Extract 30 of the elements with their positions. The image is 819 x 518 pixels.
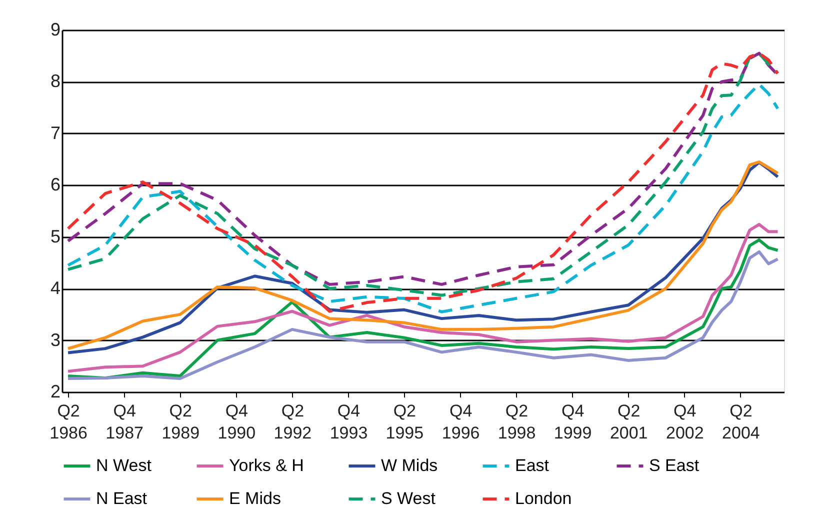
y-tick-label: 4 bbox=[50, 278, 60, 298]
y-tick-label: 2 bbox=[50, 382, 60, 402]
legend-label: N East bbox=[96, 489, 148, 508]
legend-label: East bbox=[515, 456, 550, 475]
y-tick-label: 5 bbox=[50, 226, 60, 246]
x-tick-label: Q4 1990 bbox=[218, 402, 256, 442]
x-tick-label: Q2 1992 bbox=[274, 402, 312, 442]
y-tick-label: 3 bbox=[50, 330, 60, 350]
x-tick-label: Q4 1987 bbox=[106, 402, 144, 442]
legend-label: S East bbox=[649, 456, 700, 475]
x-tick-label: Q2 2001 bbox=[610, 402, 648, 442]
y-tick-label: 7 bbox=[50, 122, 60, 143]
x-tick-label: Q2 1998 bbox=[498, 402, 536, 442]
x-tick-label: Q4 1999 bbox=[554, 402, 592, 442]
y-tick-label: 6 bbox=[50, 174, 60, 195]
legend-label: N West bbox=[96, 456, 152, 475]
legend-label: E Mids bbox=[229, 489, 281, 508]
legend-label: S West bbox=[381, 489, 436, 508]
legend-label: W Mids bbox=[381, 456, 438, 475]
y-tick-label: 9 bbox=[50, 20, 60, 40]
x-tick-label: Q2 1995 bbox=[386, 402, 424, 442]
x-tick-label: Q2 1989 bbox=[162, 402, 200, 442]
x-tick-label: Q4 2002 bbox=[666, 402, 704, 442]
x-tick-label: Q4 1996 bbox=[442, 402, 480, 442]
y-tick-label: 8 bbox=[50, 71, 60, 92]
legend-label: Yorks & H bbox=[229, 456, 304, 475]
x-tick-label: Q4 1993 bbox=[330, 402, 368, 442]
x-tick-label: Q2 1986 bbox=[50, 402, 88, 442]
x-tick-label: Q2 2004 bbox=[722, 402, 760, 442]
legend-label: London bbox=[515, 489, 572, 508]
